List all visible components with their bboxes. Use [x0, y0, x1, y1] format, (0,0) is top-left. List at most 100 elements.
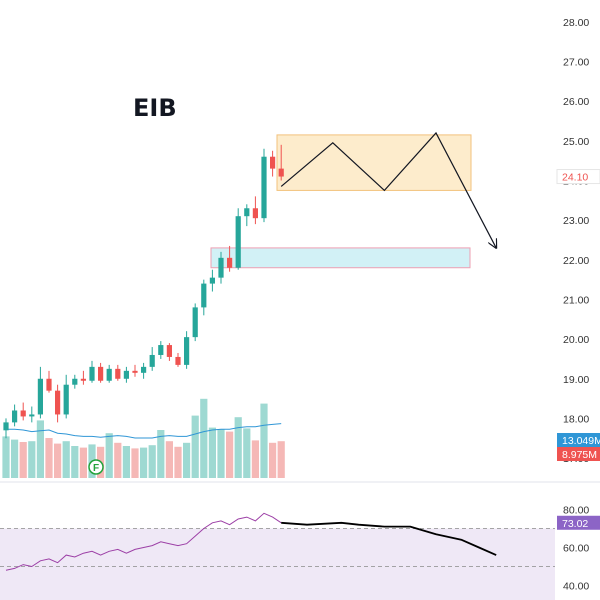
candle: [227, 245, 233, 272]
candle-body: [3, 422, 9, 431]
candle-body: [106, 368, 112, 381]
volume-bar: [243, 428, 251, 478]
volume-average-tag-text: 8.975M: [562, 449, 597, 461]
candle-body: [175, 356, 181, 365]
candle: [141, 362, 147, 379]
projection-layer: [280, 131, 496, 248]
candle-body: [46, 378, 52, 391]
candle: [123, 366, 129, 383]
candle: [63, 374, 69, 419]
candle-body: [20, 410, 26, 417]
support-zone: [210, 247, 471, 269]
candle-body: [149, 354, 155, 367]
price-tick-label: 21.00: [563, 294, 589, 306]
candle: [89, 360, 95, 383]
candle-body: [209, 277, 215, 284]
candle-body: [261, 156, 267, 219]
volume-bar: [36, 420, 44, 478]
candle-body: [227, 257, 233, 268]
projected-path: [280, 131, 496, 248]
candle: [132, 364, 138, 377]
volume-bar: [226, 431, 234, 478]
chart-title: EIB: [133, 94, 177, 122]
candle: [37, 366, 43, 419]
candle-body: [158, 345, 164, 355]
volume-bar: [251, 440, 259, 478]
volume-tag: 13.049M: [557, 433, 600, 447]
last-price-tag-text: 24.10: [562, 172, 588, 184]
rsi-projection: [281, 521, 497, 556]
candle: [244, 204, 250, 227]
candle: [3, 418, 9, 439]
volume-average-line: [6, 423, 282, 439]
candle-body: [166, 345, 172, 357]
price-tick-label: 27.00: [563, 57, 589, 69]
volume-bar: [165, 441, 173, 478]
candle: [209, 269, 215, 292]
zones-layer: [210, 134, 472, 269]
marker-circle: [88, 459, 104, 475]
rsi-panel: [0, 481, 600, 600]
volume-bar: [183, 442, 191, 478]
volume-bar: [62, 441, 70, 478]
candle-body: [244, 208, 250, 217]
candle-body: [184, 337, 190, 365]
candle-body: [123, 370, 129, 379]
volume-bar: [105, 433, 113, 478]
price-tick-label: 23.00: [563, 215, 589, 227]
volume-bar: [148, 445, 156, 478]
candle-body: [252, 208, 258, 219]
volume-tag-text: 13.049M: [562, 435, 600, 447]
rsi-band: [0, 528, 555, 600]
candle-body: [201, 283, 207, 308]
price-tick-label: 22.00: [563, 255, 589, 267]
volume-bar: [174, 446, 182, 478]
price-tick-label: 28.00: [563, 17, 589, 29]
candle-body: [72, 378, 78, 385]
marker-label: F: [93, 463, 99, 474]
candle: [201, 279, 207, 316]
candle-body: [80, 378, 86, 381]
candle-body: [270, 156, 276, 169]
volume-bar: [191, 415, 199, 478]
candle: [270, 150, 276, 177]
candle: [29, 406, 35, 423]
volume-bar: [11, 439, 19, 478]
rsi-tick-label: 60.00: [563, 543, 589, 555]
candle-body: [63, 384, 69, 415]
candle-body: [132, 370, 138, 373]
volume-bar: [71, 446, 79, 478]
price-tick-label: 19.00: [563, 374, 589, 386]
volume-average-tag-bg: [557, 447, 600, 461]
axis-tags: 24.10 13.049M 8.975M 73.02: [556, 169, 600, 530]
last-price-tag-bg: [556, 169, 600, 185]
candle: [166, 343, 172, 361]
volume-bar: [54, 443, 62, 478]
volume-bar: [79, 447, 87, 478]
price-axis: 28.0027.0026.0025.0024.0023.0022.0021.00…: [563, 17, 589, 593]
candle: [149, 347, 155, 371]
volume-bar: [45, 438, 53, 478]
volume-bar: [277, 441, 285, 478]
candle-body: [235, 216, 241, 268]
candle: [98, 362, 104, 383]
candle: [184, 331, 190, 369]
volume-bar: [200, 398, 208, 478]
candle-body: [218, 257, 224, 278]
volume-average-tag: 8.975M: [557, 447, 600, 461]
volume-tag-bg: [557, 433, 600, 447]
price-tick-label: 20.00: [563, 334, 589, 346]
candle: [261, 148, 267, 223]
volume-bar: [122, 446, 130, 478]
candle: [46, 370, 52, 393]
volume-bar: [208, 427, 216, 478]
price-tick-label: 18.00: [563, 413, 589, 425]
volume-bar: [140, 447, 148, 478]
rsi-value-tag-text: 73.02: [562, 518, 588, 530]
volume-layer: F: [2, 398, 285, 478]
candle-body: [141, 366, 147, 373]
volume-bar: [269, 442, 277, 478]
candle-body: [115, 368, 121, 379]
candle: [218, 251, 224, 284]
